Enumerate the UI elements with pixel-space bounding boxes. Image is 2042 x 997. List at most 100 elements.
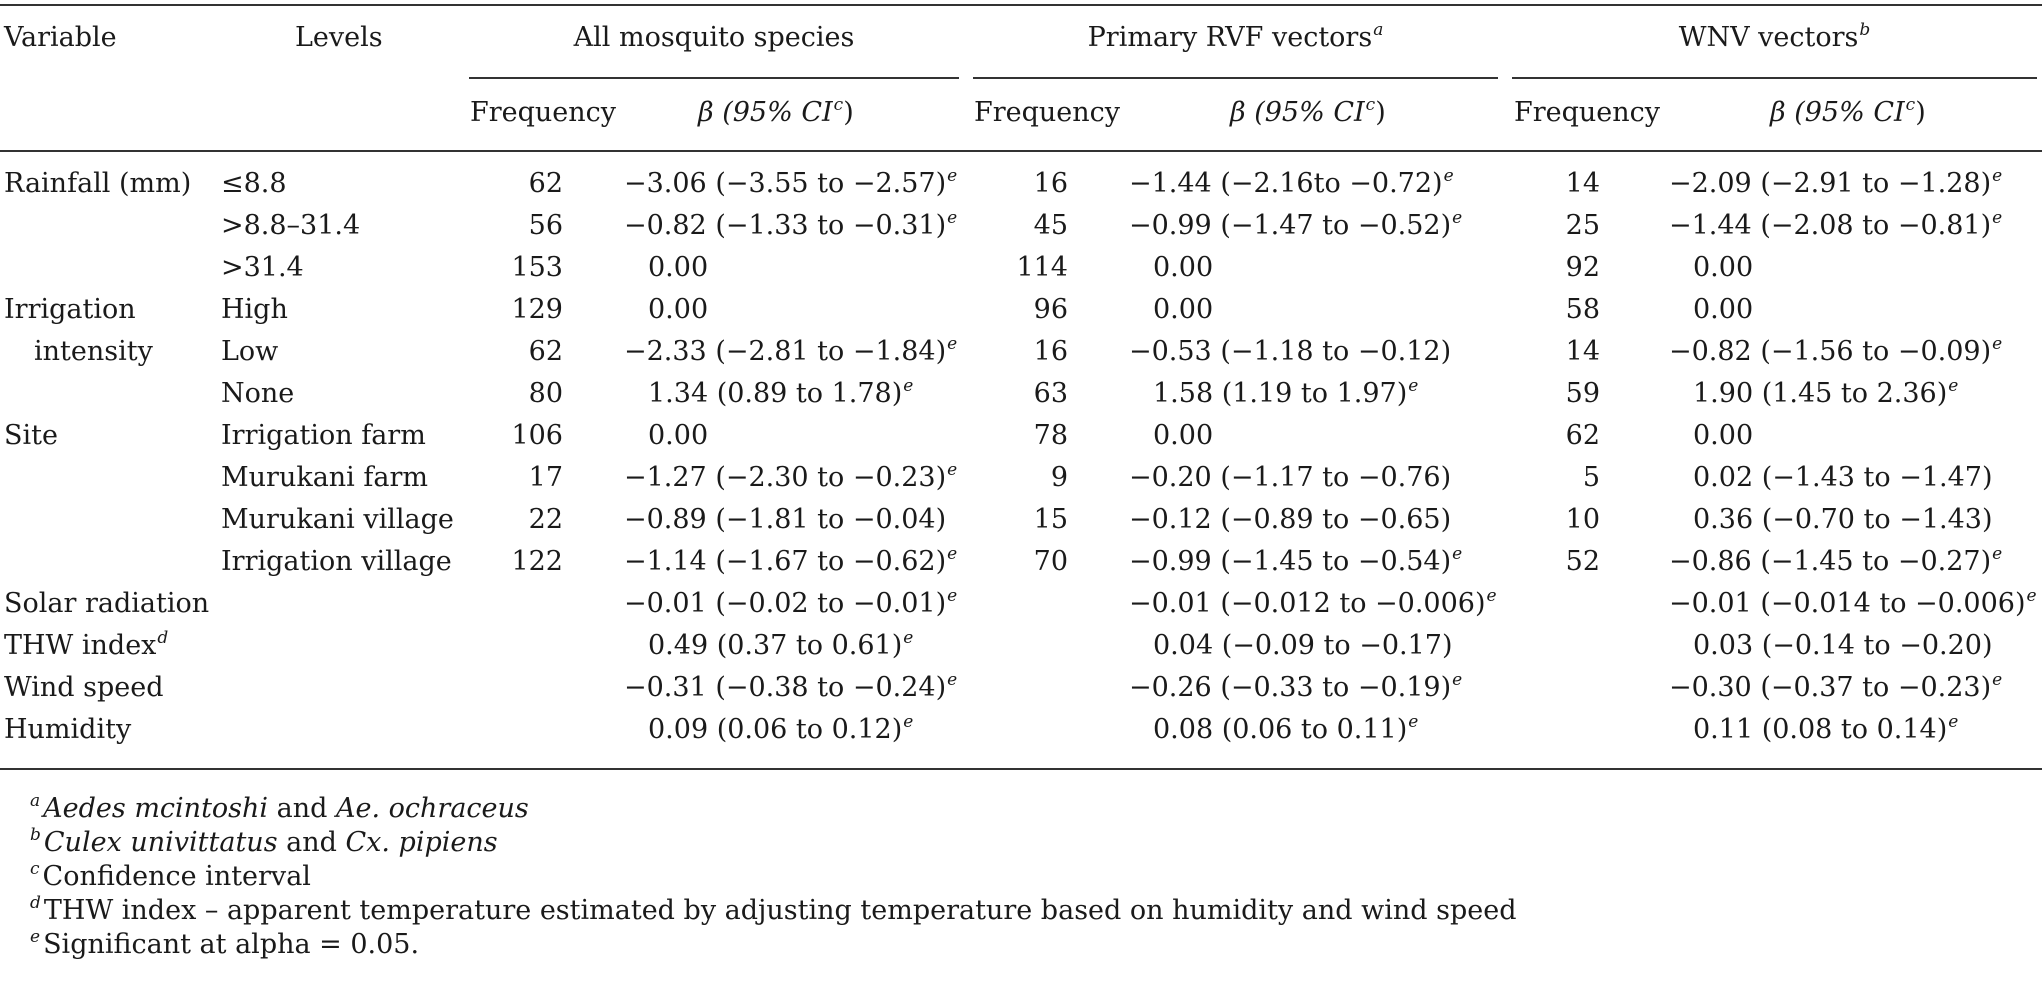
cell-beta-text: −0.82 (−1.56 to −0.09) — [1669, 336, 1992, 367]
cell-beta: 1.58 (1.19 to 1.97)e — [1153, 376, 1418, 413]
cell-frequency: 58 — [1460, 294, 1600, 326]
cell-frequency-text: 14 — [1565, 336, 1600, 367]
cell-frequency-text: 14 — [1565, 168, 1600, 199]
cell-beta-text: 0.00 — [648, 294, 709, 325]
cell-beta-text: 0.00 — [1153, 294, 1214, 325]
cell-frequency-text: 9 — [1050, 462, 1068, 493]
header-beta: β (95% CIc) — [1230, 95, 1386, 132]
footnote-marker: c — [833, 95, 844, 115]
cell-beta-text: −0.01 (−0.014 to −0.006) — [1669, 588, 2026, 619]
footnote-marker: e — [903, 628, 914, 648]
cell-beta: 0.04 (−0.09 to −0.17) — [1153, 630, 1453, 662]
group-rule-all — [469, 77, 959, 79]
cell-beta: −0.20 (−1.17 to −0.76) — [1129, 462, 1451, 494]
cell-variable: Irrigation — [4, 294, 136, 326]
cell-frequency: 17 — [420, 462, 563, 494]
cell-frequency: 15 — [920, 504, 1068, 536]
cell-frequency-text: 96 — [1033, 294, 1068, 325]
cell-level: None — [221, 378, 294, 410]
cell-frequency: 5 — [1460, 462, 1600, 494]
footnote-marker: e — [947, 544, 958, 564]
cell-level: Low — [221, 336, 278, 368]
cell-beta-text: 1.90 (1.45 to 2.36) — [1693, 378, 1948, 409]
footnote-species: Cx. pipiens — [345, 827, 498, 858]
footnote-species: Ae. ochraceus — [336, 793, 529, 824]
cell-beta: 0.00 — [648, 420, 708, 452]
cell-level: ≤8.8 — [221, 168, 287, 200]
cell-beta: −1.27 (−2.30 to −0.23)e — [624, 460, 958, 497]
cell-level-text: Irrigation village — [221, 546, 452, 577]
cell-frequency-text: 106 — [511, 420, 563, 451]
cell-frequency-text: 129 — [511, 294, 563, 325]
cell-beta: 0.00 — [1153, 294, 1213, 326]
cell-frequency: 96 — [920, 294, 1068, 326]
cell-beta: −0.89 (−1.81 to −0.04) — [624, 504, 946, 536]
header-group-rvf: Primary RVF vectorsa — [973, 20, 1498, 57]
cell-frequency-text: 78 — [1033, 420, 1068, 451]
cell-beta-text: −0.31 (−0.38 to −0.24) — [624, 672, 947, 703]
cell-level-text: Irrigation farm — [221, 420, 426, 451]
cell-beta: 1.90 (1.45 to 2.36)e — [1693, 376, 1958, 413]
footnote-mark: b — [30, 825, 41, 845]
cell-beta-text: −0.89 (−1.81 to −0.04) — [624, 504, 947, 535]
cell-beta-text: 1.34 (0.89 to 1.78) — [648, 378, 903, 409]
cell-frequency: 56 — [420, 210, 563, 242]
cell-variable: Site — [4, 420, 58, 452]
footnote-text: and — [277, 827, 346, 858]
cell-frequency: 10 — [1460, 504, 1600, 536]
footnote-mark: d — [30, 893, 41, 913]
cell-frequency-text: 17 — [528, 462, 563, 493]
cell-beta-text: −1.27 (−2.30 to −0.23) — [624, 462, 947, 493]
cell-beta: 0.00 — [1153, 420, 1213, 452]
cell-beta-text: 0.00 — [1693, 294, 1754, 325]
cell-beta: −0.82 (−1.56 to −0.09)e — [1669, 334, 2002, 371]
cell-variable-text: Rainfall (mm) — [4, 168, 192, 199]
footnote-marker: a — [1373, 20, 1384, 40]
cell-beta: 0.00 — [1693, 252, 1753, 284]
cell-beta-text: −0.82 (−1.33 to −0.31) — [624, 210, 947, 241]
beta-label: β (95% CI — [698, 97, 833, 128]
cell-frequency-text: 80 — [528, 378, 563, 409]
cell-frequency-text: 16 — [1033, 336, 1068, 367]
cell-beta: 0.00 — [648, 252, 708, 284]
cell-variable-text: THW index — [4, 630, 157, 661]
cell-frequency: 52 — [1460, 546, 1600, 578]
cell-variable: THW indexd — [4, 628, 168, 665]
footnote: c Confidence interval — [30, 859, 311, 896]
group-rule-wnv — [1512, 77, 2037, 79]
cell-beta: 0.00 — [648, 294, 708, 326]
cell-beta-text: 0.02 (−1.43 to −1.47) — [1693, 462, 1993, 493]
cell-frequency: 70 — [920, 546, 1068, 578]
cell-beta-text: 0.00 — [1153, 420, 1214, 451]
cell-beta-text: −0.01 (−0.012 to −0.006) — [1129, 588, 1486, 619]
cell-beta: −0.30 (−0.37 to −0.23)e — [1669, 670, 2002, 707]
footnote: b Culex univittatus and Cx. pipiens — [30, 825, 498, 862]
cell-beta: −0.01 (−0.012 to −0.006)e — [1129, 586, 1497, 623]
footnote-text: Confidence interval — [42, 861, 311, 892]
cell-level-text: Low — [221, 336, 279, 367]
footnote-marker: e — [1452, 208, 1463, 228]
cell-beta: −2.33 (−2.81 to −1.84)e — [624, 334, 957, 371]
cell-level-text: None — [221, 378, 295, 409]
cell-frequency: 16 — [920, 168, 1068, 200]
footnote-marker: e — [947, 208, 958, 228]
cell-frequency-text: 62 — [1565, 420, 1600, 451]
cell-beta-text: −3.06 (−3.55 to −2.57) — [624, 168, 947, 199]
footnote-marker: e — [903, 712, 914, 732]
cell-frequency: 62 — [1460, 420, 1600, 452]
beta-close: ) — [1915, 97, 1926, 128]
cell-beta-text: −0.26 (−0.33 to −0.19) — [1129, 672, 1452, 703]
cell-frequency: 153 — [420, 252, 563, 284]
footnote-marker: e — [947, 460, 958, 480]
cell-frequency-text: 25 — [1565, 210, 1600, 241]
cell-beta-text: −1.44 (−2.16to −0.72) — [1129, 168, 1443, 199]
header-bottom-rule — [0, 150, 2042, 152]
cell-frequency-text: 62 — [528, 336, 563, 367]
cell-variable-text: Humidity — [4, 714, 132, 745]
footnote-mark: e — [30, 927, 41, 947]
cell-beta-text: −0.99 (−1.45 to −0.54) — [1129, 546, 1452, 577]
cell-level: Murukani village — [221, 504, 454, 536]
cell-beta-text: −1.44 (−2.08 to −0.81) — [1669, 210, 1992, 241]
footnote-text: Significant at alpha = 0.05. — [43, 929, 420, 960]
cell-level-text: ≤8.8 — [221, 168, 287, 199]
